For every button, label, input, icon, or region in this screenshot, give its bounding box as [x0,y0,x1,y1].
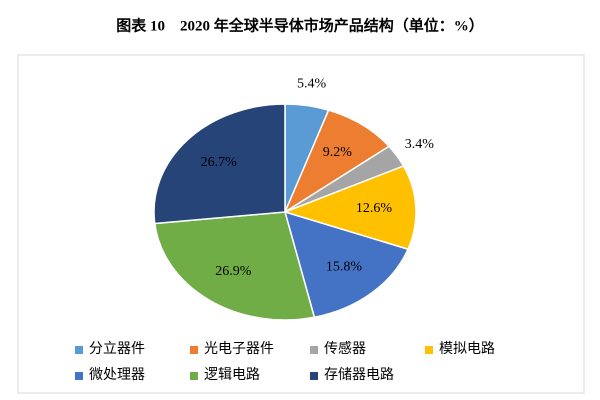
legend-swatch [190,372,198,380]
pie-slice [153,103,286,225]
chart-frame [17,54,585,394]
legend-label: 模拟电路 [439,341,495,357]
pie-slice [283,210,410,319]
data-label: 26.7% [201,155,238,170]
data-label: 9.2% [323,145,353,160]
legend-swatch [75,346,83,354]
data-label: 3.4% [405,137,435,152]
data-label: 5.4% [297,76,327,91]
legend-label: 分立器件 [89,341,145,357]
data-label: 15.8% [326,259,363,274]
chart-title: 图表 10 2020 年全球半导体市场产品结构（单位：%） [116,16,484,34]
pie-slice [153,211,316,321]
legend-swatch [310,346,318,354]
legend-label: 光电子器件 [204,341,274,357]
legend-label: 存储器电路 [324,367,394,383]
legend-label: 微处理器 [89,367,145,383]
legend-swatch [425,346,433,354]
legend-swatch [190,346,198,354]
legend-swatch [75,372,83,380]
legend-label: 传感器 [324,340,366,357]
pie-slice [282,165,417,251]
legend-swatch [310,372,318,380]
data-label: 26.9% [215,264,252,279]
legend-label: 逻辑电路 [204,367,260,383]
data-label: 12.6% [356,201,393,216]
